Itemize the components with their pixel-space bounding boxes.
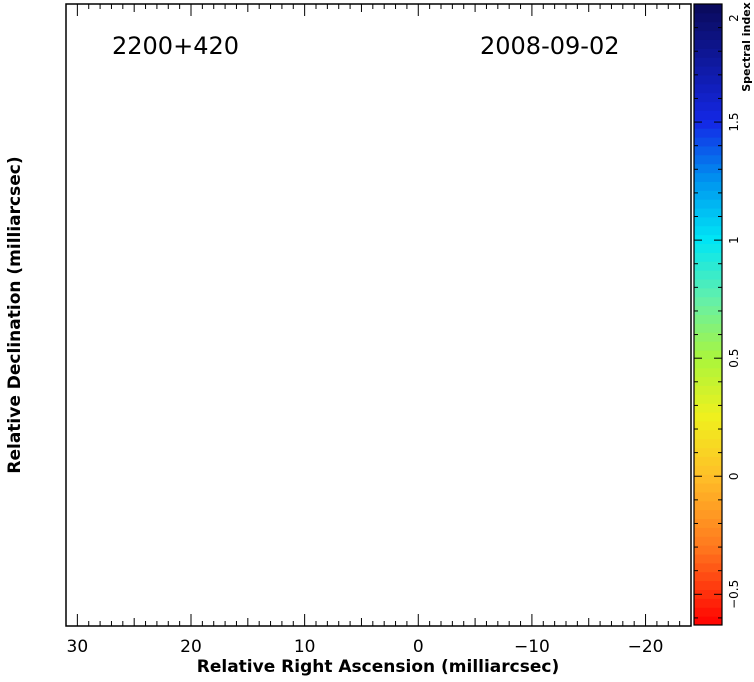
colorbar-segment: [694, 607, 722, 617]
colorbar-segment: [694, 74, 722, 85]
label-layer: 2200+420 2008-09-02 Relative Right Ascen…: [5, 2, 753, 677]
colorbar-segment: [694, 589, 722, 599]
colorbar-segment: [694, 394, 722, 404]
y-axis-title: Relative Declination (milliarcsec): [5, 156, 25, 473]
colorbar-segment: [694, 491, 722, 502]
colorbar-segment: [694, 536, 722, 546]
x-axis-title: Relative Right Ascension (milliarcsec): [197, 657, 560, 677]
x-tick-label: −20: [628, 637, 664, 657]
source-label: 2200+420: [112, 32, 239, 60]
colorbar-segment: [694, 199, 722, 209]
colorbar-segment: [694, 403, 722, 413]
colorbar-segment: [694, 376, 722, 386]
colorbar-segment: [694, 554, 722, 564]
x-tick-label: 30: [67, 637, 89, 657]
colorbar-segment: [694, 429, 722, 440]
colorbar-segment: [694, 137, 722, 147]
colorbar-segment: [694, 234, 722, 245]
colorbar-segment: [694, 616, 722, 626]
colorbar-tick-label: −0.5: [727, 580, 741, 609]
colorbar-segment: [694, 385, 722, 395]
colorbar-segment: [694, 21, 722, 32]
colorbar-segment: [694, 305, 722, 315]
colorbar-segment: [694, 101, 722, 111]
x-tick-label: 10: [294, 637, 316, 657]
colorbar-segment: [694, 57, 722, 67]
colorbar-tick-label: 1: [727, 236, 741, 244]
colorbar-segment: [694, 216, 722, 227]
colorbar-segment: [694, 562, 722, 573]
colorbar-segment: [694, 252, 722, 262]
colorbar-segment: [694, 208, 722, 218]
colorbar-segment: [694, 598, 722, 608]
colorbar-tick-label: 0: [727, 472, 741, 480]
colorbar-segment: [694, 181, 722, 191]
colorbar-segment: [694, 509, 722, 520]
colorbar-segment: [694, 66, 722, 76]
colorbar-segment: [694, 12, 722, 23]
colorbar-segment: [694, 474, 722, 484]
colorbar: −0.5 0 0.5 1 1.5 2: [693, 3, 741, 626]
colorbar-segment: [694, 172, 722, 182]
plot-border: [65, 3, 692, 627]
colorbar-segment: [694, 358, 722, 369]
colorbar-segment: [694, 261, 722, 271]
colorbar-segment: [694, 190, 722, 200]
colorbar-segment: [694, 580, 722, 591]
colorbar-segment: [694, 420, 722, 431]
colorbar-segment: [694, 545, 722, 555]
colorbar-segment: [694, 225, 722, 236]
colorbar-title: Spectral index: [740, 2, 753, 92]
colorbar-tick-label: 0.5: [727, 349, 741, 368]
colorbar-segment: [694, 30, 722, 40]
colorbar-segment: [694, 4, 722, 14]
colorbar-segment: [694, 349, 722, 360]
colorbar-segment: [694, 518, 722, 528]
colorbar-segment: [694, 341, 722, 351]
colorbar-segment: [694, 456, 722, 466]
x-tick-label: 20: [180, 637, 202, 657]
colorbar-segment: [694, 128, 722, 138]
x-tick-label: 0: [413, 637, 424, 657]
colorbar-segment: [694, 332, 722, 342]
colorbar-segment: [694, 145, 722, 156]
colorbar-segment: [694, 119, 722, 129]
colorbar-segment: [694, 39, 722, 49]
colorbar-segment: [694, 412, 722, 422]
colorbar-segment: [694, 110, 722, 120]
colorbar-segment: [694, 48, 722, 58]
colorbar-segment: [694, 367, 722, 378]
x-tick-label: −10: [514, 637, 550, 657]
colorbar-segment: [694, 483, 722, 493]
colorbar-segment: [694, 92, 722, 103]
colorbar-segment: [694, 438, 722, 449]
colorbar-border: [693, 3, 723, 626]
date-label: 2008-09-02: [480, 32, 619, 60]
colorbar-segment: [694, 323, 722, 333]
colorbar-segment: [694, 465, 722, 475]
colorbar-segment: [694, 83, 722, 94]
colorbar-segment: [694, 287, 722, 298]
colorbar-segment: [694, 314, 722, 324]
colorbar-segment: [694, 243, 722, 253]
colorbar-segment: [694, 279, 722, 289]
colorbar-segment: [694, 571, 722, 582]
colorbar-segment: [694, 296, 722, 307]
colorbar-segment: [694, 154, 722, 165]
colorbar-segment: [694, 527, 722, 537]
colorbar-segment: [694, 500, 722, 511]
colorbar-segment: [694, 270, 722, 280]
colorbar-tick-label: 1.5: [727, 113, 741, 132]
colorbar-segment: [694, 447, 722, 457]
colorbar-segment: [694, 163, 722, 174]
colorbar-tick-label: 2: [727, 14, 741, 22]
